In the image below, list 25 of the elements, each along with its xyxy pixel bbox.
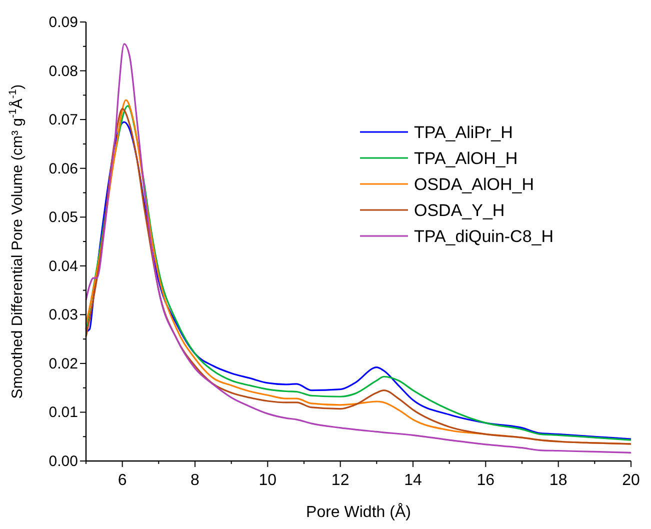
y-tick-label: 0.09 bbox=[48, 14, 78, 31]
y-tick-label: 0.07 bbox=[48, 112, 78, 129]
x-tick-label: 10 bbox=[258, 472, 277, 489]
y-tick-label: 0.04 bbox=[48, 258, 78, 275]
legend-label: TPA_diQuin-C8_H bbox=[414, 227, 554, 246]
x-axis-title: Pore Width (Å) bbox=[306, 503, 411, 521]
line-series bbox=[85, 43, 632, 454]
y-tick-label: 0.02 bbox=[48, 355, 78, 372]
legend-label: OSDA_AlOH_H bbox=[414, 175, 534, 194]
x-tick-label: 12 bbox=[331, 472, 350, 489]
y-tick-label: 0.06 bbox=[48, 160, 78, 178]
x-tick-label: 14 bbox=[404, 472, 422, 489]
x-tick-label: 6 bbox=[118, 472, 127, 489]
x-tick-label: 20 bbox=[622, 472, 640, 489]
legend-label: OSDA_Y_H bbox=[414, 201, 505, 220]
y-tick-label: 0.08 bbox=[48, 62, 78, 80]
y-tick-label: 0.03 bbox=[48, 306, 78, 324]
y-tick-label: 0.00 bbox=[48, 453, 78, 470]
y-tick-label: 0.01 bbox=[48, 404, 78, 422]
y-tick-label: 0.05 bbox=[48, 209, 78, 226]
legend-label: TPA_AliPr_H bbox=[414, 123, 513, 142]
legend-label: TPA_AlOH_H bbox=[414, 149, 518, 168]
x-tick-label: 8 bbox=[190, 472, 200, 489]
x-tick-label: 16 bbox=[476, 472, 495, 489]
x-tick-label: 18 bbox=[549, 472, 568, 489]
